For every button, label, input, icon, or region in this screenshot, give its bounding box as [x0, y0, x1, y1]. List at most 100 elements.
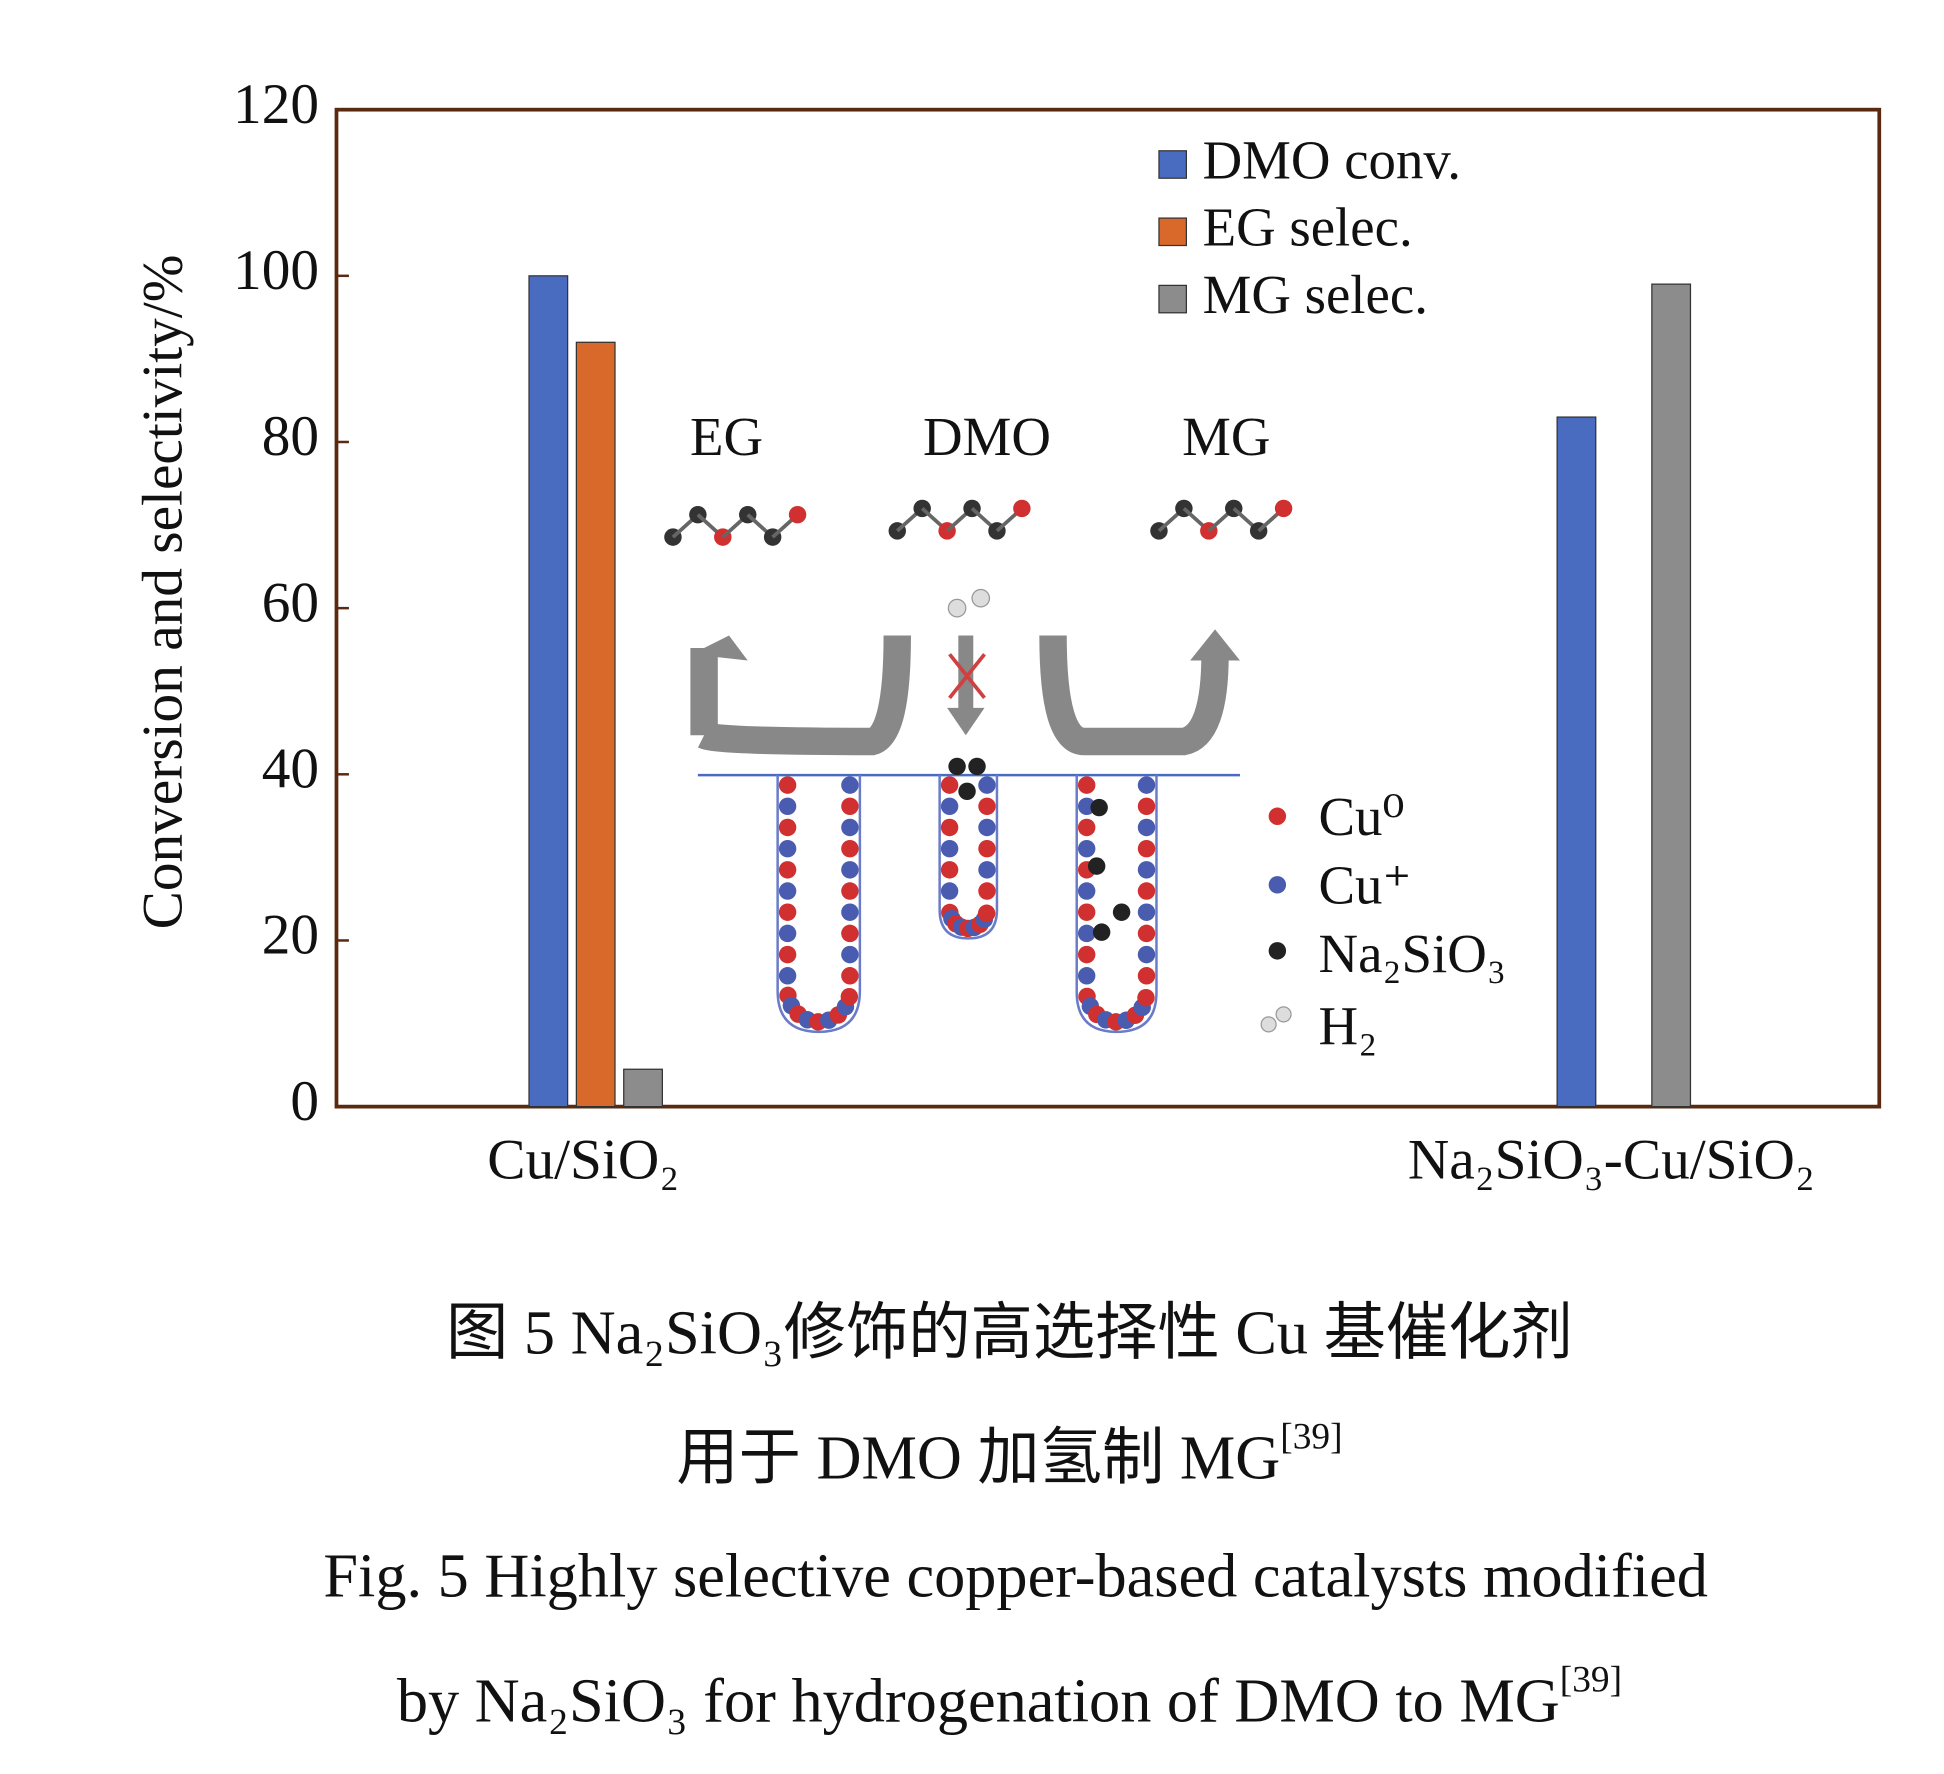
- atom: [1137, 797, 1156, 816]
- atom: [1137, 988, 1155, 1007]
- atom: [1077, 818, 1096, 837]
- caption-text: by Na₂SiO₃ for hydrogenation of DMO to M…: [397, 1667, 1560, 1736]
- pore: [938, 775, 999, 940]
- atom: [778, 903, 797, 921]
- atom: [978, 776, 996, 794]
- atom: [1077, 967, 1096, 985]
- y-axis-label: Conversion and selectivity/%: [131, 254, 194, 929]
- y-tick-label: 60: [262, 571, 319, 634]
- y-tick-label: 0: [290, 1070, 319, 1133]
- atom: [841, 797, 859, 816]
- atom: [978, 839, 996, 858]
- atom: [841, 818, 859, 837]
- atom: [841, 945, 859, 964]
- caption-text: Fig. 5 Highly selective copper-based cat…: [323, 1542, 1708, 1611]
- atom: [778, 945, 797, 964]
- legend-swatch: [1158, 150, 1188, 179]
- atom: [840, 987, 859, 1006]
- atom: [940, 861, 959, 879]
- caption-line: 图 5 Na₂SiO₃修饰的高选择性 Cu 基催化剂: [446, 1299, 1573, 1368]
- atom: [1077, 776, 1096, 794]
- atom: [978, 818, 996, 837]
- legend-swatch: [1158, 284, 1188, 314]
- atom: [778, 882, 797, 900]
- atom: [1137, 861, 1156, 879]
- citation: [39]: [1280, 1416, 1342, 1457]
- molecule-label: EG: [690, 406, 763, 467]
- atom: [841, 882, 859, 900]
- atom: [788, 505, 807, 524]
- inset-legend-label: Cu⁺: [1318, 855, 1411, 916]
- atom: [778, 776, 797, 794]
- legend-swatch: [1158, 217, 1188, 247]
- y-tick-label: 40: [262, 737, 319, 800]
- bar: [1651, 283, 1692, 1108]
- atom: [1137, 945, 1156, 964]
- bar: [623, 1068, 663, 1108]
- atom: [841, 839, 859, 858]
- figure-body: Conversion and selectivity/% EG DMO MG C…: [131, 73, 1882, 1736]
- caption-text: 图 5 Na₂SiO₃修饰的高选择性 Cu 基催化剂: [446, 1299, 1573, 1368]
- atom: [841, 967, 859, 985]
- atom: [1077, 945, 1096, 964]
- atom: [778, 967, 797, 985]
- y-tick-label: 80: [262, 405, 319, 468]
- pore: [776, 775, 862, 1034]
- atom: [940, 882, 959, 900]
- atom: [1137, 903, 1156, 921]
- atom: [1077, 839, 1096, 858]
- atom: [1013, 499, 1031, 518]
- atom: [978, 861, 996, 879]
- atom: [1077, 882, 1096, 900]
- atom: [1077, 924, 1096, 943]
- atom: [1137, 839, 1156, 858]
- inset-legend-label: Na₂SiO₃: [1318, 923, 1505, 984]
- atom: [1137, 924, 1156, 943]
- atom: [841, 861, 859, 879]
- inset-legend-label: Cu⁰: [1318, 786, 1404, 847]
- inset-legend-label: H₂: [1318, 995, 1377, 1056]
- atom: [1137, 882, 1156, 900]
- caption-text: 用于 DMO 加氢制 MG: [676, 1424, 1280, 1493]
- caption-line: Fig. 5 Highly selective copper-based cat…: [323, 1542, 1708, 1611]
- atom: [1077, 903, 1096, 921]
- atom: [778, 818, 797, 837]
- bar: [575, 341, 616, 1108]
- atom: [841, 924, 859, 943]
- bar: [528, 275, 569, 1108]
- atom: [841, 903, 859, 921]
- y-tick-label: 120: [233, 73, 319, 136]
- bar: [1556, 416, 1597, 1108]
- atom: [977, 904, 996, 923]
- x-tick-label: Cu/SiO₂: [487, 1128, 679, 1191]
- atom: [778, 797, 797, 816]
- atom: [778, 839, 797, 858]
- y-tick-label: 20: [262, 904, 319, 967]
- atom: [978, 797, 996, 816]
- pore: [1075, 775, 1158, 1034]
- y-tick-label: 100: [233, 239, 319, 302]
- atom: [841, 776, 859, 794]
- molecule-label: MG: [1182, 406, 1270, 467]
- legend-label: EG selec.: [1203, 197, 1413, 258]
- caption-line: 用于 DMO 加氢制 MG[39]: [676, 1416, 1342, 1493]
- atom: [978, 882, 996, 900]
- atom: [1274, 499, 1293, 518]
- atom: [778, 861, 797, 879]
- legend-label: MG selec.: [1203, 264, 1428, 325]
- caption-line: by Na₂SiO₃ for hydrogenation of DMO to M…: [397, 1659, 1622, 1736]
- atom: [1137, 967, 1156, 985]
- atom: [940, 818, 959, 837]
- x-tick-label: Na₂SiO₃-Cu/SiO₂: [1408, 1128, 1815, 1191]
- atom: [940, 776, 959, 794]
- molecule-label: DMO: [923, 406, 1051, 467]
- citation: [39]: [1560, 1659, 1622, 1700]
- atom: [940, 797, 959, 816]
- atom: [1137, 776, 1156, 794]
- atom: [940, 839, 959, 858]
- inset-diagram: EG DMO MG Cu⁰ Cu⁺ Na₂SiO₃ H₂: [664, 406, 1506, 1056]
- atom: [778, 924, 797, 943]
- legend-label: DMO conv.: [1203, 129, 1461, 190]
- atom: [1137, 818, 1156, 837]
